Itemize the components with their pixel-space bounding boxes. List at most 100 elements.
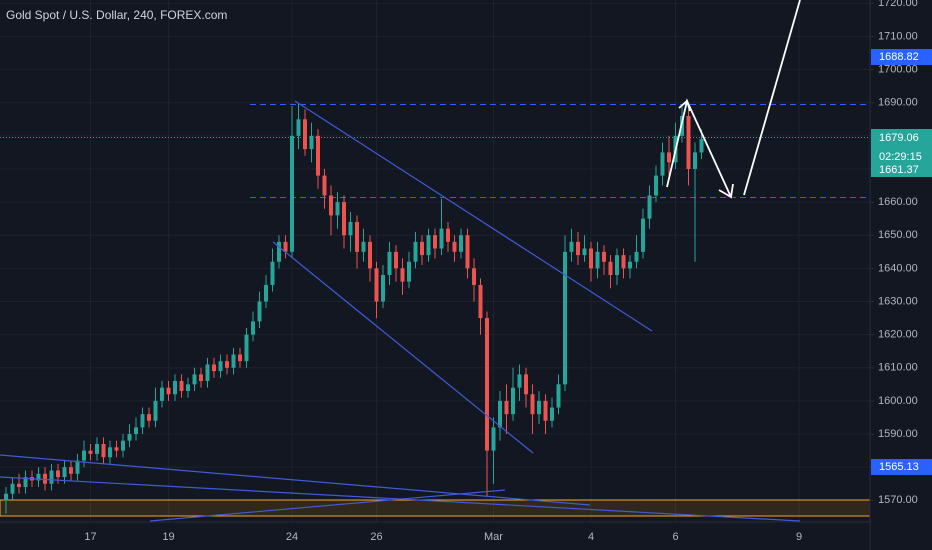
candle-body	[257, 301, 262, 322]
x-tick-label: 9	[796, 531, 802, 543]
x-tick-label: 4	[588, 531, 594, 543]
candle-body	[407, 261, 411, 282]
y-tick-label: 1700.00	[878, 63, 918, 75]
trendline	[0, 454, 591, 506]
candle-body	[621, 255, 626, 269]
candle-body	[95, 443, 99, 454]
grid	[0, 0, 870, 522]
candle-body	[589, 248, 593, 269]
candle-body	[121, 440, 125, 451]
candle-body	[569, 241, 574, 252]
candle-body	[277, 241, 281, 262]
candle-body	[153, 400, 158, 421]
x-tick-label: Mar	[484, 531, 503, 543]
candle-body	[88, 450, 93, 454]
candle-body	[75, 460, 80, 474]
candle-body	[186, 384, 190, 391]
projection-arrow	[666, 0, 801, 199]
candle-body	[62, 467, 67, 478]
candle-body	[316, 135, 320, 176]
channel-upper	[294, 100, 653, 332]
candle-body	[459, 235, 463, 252]
price-tag-label: 1661.37	[879, 164, 919, 176]
candle-body	[485, 318, 489, 451]
y-tick-label: 1690.00	[878, 97, 918, 109]
candle-body	[641, 218, 645, 252]
x-tick-label: 6	[672, 531, 678, 543]
candle-body	[4, 493, 8, 501]
candle-body	[283, 241, 288, 252]
candle-body	[140, 414, 145, 428]
axis-labels: 1570.001580.001590.001600.001610.001620.…	[84, 0, 917, 543]
candle-body	[537, 400, 541, 415]
candle-body	[49, 470, 54, 484]
price-tag-label: 1688.82	[879, 51, 919, 63]
candle-body	[82, 450, 86, 461]
candle-body	[147, 414, 151, 421]
candle-body	[433, 235, 437, 249]
y-tick-label: 1720.00	[878, 0, 918, 9]
candle-body	[394, 251, 398, 269]
candle-body	[329, 195, 333, 216]
candle-body	[374, 268, 379, 302]
candle-body	[693, 152, 697, 169]
candle-body	[478, 284, 483, 319]
candle-body	[303, 119, 307, 150]
x-tick-label: 24	[286, 531, 298, 543]
candle-body	[225, 361, 229, 368]
candle-body	[530, 394, 535, 415]
x-tick-label: 26	[370, 531, 382, 543]
y-tick-label: 1570.00	[878, 494, 918, 506]
candle-body	[270, 261, 275, 285]
candle-body	[192, 374, 197, 385]
price-tag-label: 1565.13	[879, 461, 919, 473]
candle-body	[400, 268, 405, 282]
candle-body	[69, 467, 73, 474]
candle-body	[608, 261, 613, 275]
candle-body	[472, 268, 476, 285]
candle-body	[647, 195, 652, 219]
candle-body	[634, 251, 639, 262]
y-tick-label: 1610.00	[878, 362, 918, 374]
candle-body	[628, 261, 632, 269]
candle-body	[355, 221, 359, 252]
trendlines	[0, 100, 801, 522]
candle-body	[43, 473, 47, 484]
candle-body	[56, 470, 60, 478]
candle-body	[17, 483, 21, 488]
chart-title: Gold Spot / U.S. Dollar, 240, FOREX.com	[6, 8, 227, 22]
price-axis	[870, 0, 932, 550]
candle-body	[264, 284, 268, 302]
candle-body	[160, 387, 164, 401]
candle-body	[368, 241, 372, 269]
candle-body	[199, 374, 203, 382]
last-price-label: 1679.06	[879, 132, 919, 144]
candle-body	[212, 364, 216, 372]
last-price-tag	[871, 129, 932, 165]
y-tick-label: 1650.00	[878, 229, 918, 241]
candle-body	[660, 152, 665, 176]
candle-body	[108, 447, 112, 458]
candle-body	[413, 241, 418, 262]
candle-body	[322, 175, 327, 196]
candle-body	[446, 228, 450, 242]
arrow-path	[743, 0, 801, 196]
candle-body	[543, 400, 548, 421]
candle-body	[498, 400, 502, 428]
price-tag	[871, 49, 932, 65]
candle-body	[348, 221, 353, 236]
y-tick-label: 1640.00	[878, 262, 918, 274]
candle-body	[387, 251, 392, 275]
candle-body	[296, 119, 301, 136]
candle-body	[524, 374, 528, 395]
candle-body	[602, 251, 606, 262]
countdown-label: 02:29:15	[879, 151, 922, 163]
candle-body	[426, 235, 431, 256]
candle-body	[101, 443, 106, 458]
candle-body	[166, 387, 171, 395]
trendline	[149, 489, 506, 522]
candle-body	[563, 251, 567, 385]
candle-body	[179, 381, 184, 391]
candle-body	[342, 202, 346, 236]
